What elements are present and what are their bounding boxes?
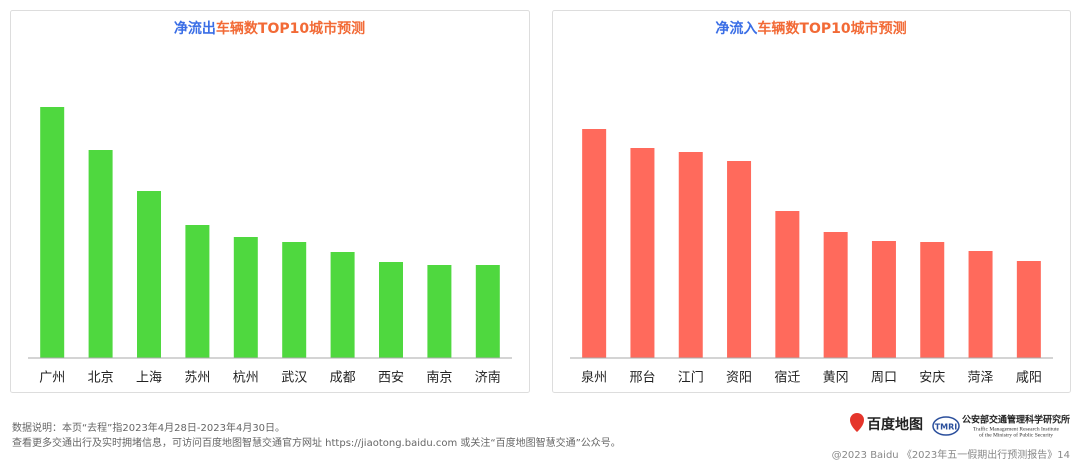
- tmri-icon: [932, 416, 960, 436]
- x-tick-label: 南京: [426, 370, 452, 386]
- x-tick-label: 武汉: [281, 371, 307, 386]
- bar: [330, 252, 355, 358]
- x-tick-label: 上海: [136, 371, 162, 386]
- footer: 数据说明：本页“去程”指2023年4月28日-2023年4月30日。 查看更多交…: [12, 413, 1070, 461]
- baidu-icon: [850, 413, 864, 432]
- x-tick-label: 邢台: [629, 371, 655, 386]
- bar: [775, 211, 800, 358]
- x-tick-label: 广州: [39, 371, 65, 386]
- x-tick-label: 江门: [678, 371, 704, 386]
- bar: [137, 191, 161, 358]
- title-part: 车辆数TOP10城市预测: [757, 20, 906, 37]
- bar: [630, 148, 655, 358]
- bar: [40, 107, 65, 358]
- panel: [552, 10, 1071, 393]
- copyright: @2023 Baidu 《2023年五一假期出行预测报告》14: [832, 448, 1070, 461]
- note: 数据说明：本页“去程”指2023年4月28日-2023年4月30日。: [12, 421, 285, 434]
- x-tick-label: 北京: [88, 371, 114, 386]
- x-tick-label: 安庆: [919, 371, 945, 386]
- x-tick-label: 杭州: [233, 371, 259, 386]
- bar: [968, 251, 993, 358]
- panel: [10, 10, 530, 393]
- bar: [823, 232, 848, 358]
- title-part: 净流入: [715, 20, 757, 37]
- x-tick-label: 宿迁: [774, 370, 800, 386]
- x-tick-label: 菏泽: [968, 371, 994, 386]
- bar: [427, 265, 452, 358]
- bar: [88, 150, 113, 358]
- chart-title: 净流出车辆数TOP10城市预测: [174, 20, 365, 37]
- x-tick-label: 西安: [378, 371, 404, 386]
- bar: [582, 129, 607, 358]
- institute-en: Traffic Management Research Institute: [973, 425, 1060, 432]
- x-tick-label: 泉州: [581, 370, 607, 386]
- title-part: 净流出: [174, 20, 216, 37]
- bar: [871, 241, 896, 358]
- x-tick-label: 苏州: [184, 370, 210, 386]
- x-tick-label: 济南: [475, 370, 501, 386]
- bar: [678, 152, 703, 358]
- tmri-logo: TMRI: [935, 423, 958, 432]
- bar: [282, 242, 307, 358]
- x-tick-label: 咸阳: [1016, 371, 1042, 386]
- bar: [1016, 261, 1041, 358]
- x-tick-label: 成都: [330, 371, 356, 386]
- bar: [727, 161, 752, 358]
- x-tick-label: 资阳: [726, 371, 752, 386]
- bar: [920, 242, 945, 358]
- title-part: 车辆数TOP10城市预测: [216, 20, 365, 37]
- chart-title: 净流入车辆数TOP10城市预测: [715, 20, 906, 37]
- bar: [233, 237, 258, 358]
- bar: [475, 265, 500, 358]
- bar: [379, 262, 403, 358]
- bar: [185, 225, 210, 358]
- institute-name: 公安部交通管理科学研究所: [962, 414, 1070, 426]
- x-tick-label: 周口: [871, 371, 897, 386]
- note: 查看更多交通出行及实时拥堵信息，可访问百度地图智慧交通官方网址 https://…: [12, 436, 621, 449]
- baidu-logo: 百度地图: [867, 416, 923, 433]
- x-tick-label: 黄冈: [823, 371, 849, 386]
- institute-en: of the Ministry of Public Security: [979, 431, 1053, 438]
